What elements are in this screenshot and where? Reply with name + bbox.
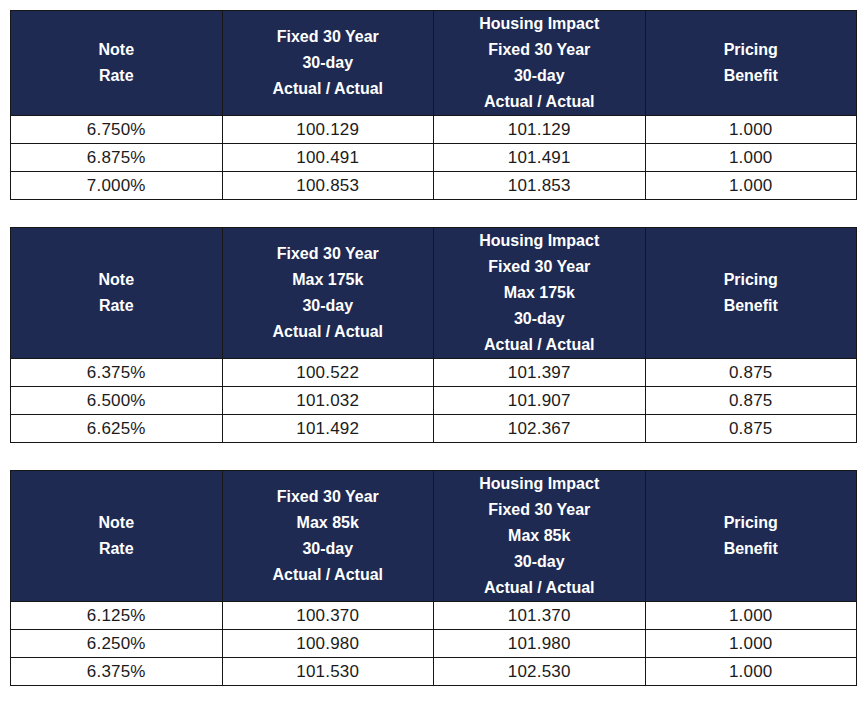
price-cell: 100.853: [222, 172, 434, 200]
column-header-pricing-benefit: Pricing Benefit: [645, 471, 857, 602]
column-header-fixed-30-max-175k: Fixed 30 Year Max 175k 30-day Actual / A…: [222, 228, 434, 359]
price-cell: 101.530: [222, 658, 434, 686]
housing-impact-price-cell: 101.129: [434, 116, 646, 144]
rate-table-fixed-30-max-85k: Note Rate Fixed 30 Year Max 85k 30-day A…: [10, 470, 857, 686]
column-header-pricing-benefit: Pricing Benefit: [645, 228, 857, 359]
column-header-note-rate: Note Rate: [11, 471, 223, 602]
price-cell: 101.032: [222, 387, 434, 415]
table-header: Note Rate Fixed 30 Year 30-day Actual / …: [11, 11, 857, 116]
note-rate-cell: 6.375%: [11, 658, 223, 686]
note-rate-cell: 6.875%: [11, 144, 223, 172]
table-row: 6.875% 100.491 101.491 1.000: [11, 144, 857, 172]
pricing-benefit-cell: 1.000: [645, 658, 857, 686]
pricing-benefit-cell: 1.000: [645, 630, 857, 658]
note-rate-cell: 6.500%: [11, 387, 223, 415]
pricing-benefit-cell: 0.875: [645, 359, 857, 387]
housing-impact-price-cell: 101.491: [434, 144, 646, 172]
table-row: 6.750% 100.129 101.129 1.000: [11, 116, 857, 144]
column-header-pricing-benefit: Pricing Benefit: [645, 11, 857, 116]
table-row: 6.250% 100.980 101.980 1.000: [11, 630, 857, 658]
housing-impact-price-cell: 102.530: [434, 658, 646, 686]
rate-table-fixed-30: Note Rate Fixed 30 Year 30-day Actual / …: [10, 10, 857, 200]
column-header-housing-impact: Housing Impact Fixed 30 Year Max 85k 30-…: [434, 471, 646, 602]
price-cell: 100.370: [222, 602, 434, 630]
note-rate-cell: 6.125%: [11, 602, 223, 630]
table-row: 6.375% 101.530 102.530 1.000: [11, 658, 857, 686]
price-cell: 101.492: [222, 415, 434, 443]
price-cell: 100.491: [222, 144, 434, 172]
column-header-note-rate: Note Rate: [11, 11, 223, 116]
pricing-benefit-cell: 0.875: [645, 415, 857, 443]
note-rate-cell: 6.250%: [11, 630, 223, 658]
housing-impact-price-cell: 101.853: [434, 172, 646, 200]
housing-impact-price-cell: 101.907: [434, 387, 646, 415]
housing-impact-price-cell: 102.367: [434, 415, 646, 443]
note-rate-cell: 6.375%: [11, 359, 223, 387]
column-header-housing-impact: Housing Impact Fixed 30 Year 30-day Actu…: [434, 11, 646, 116]
table-header: Note Rate Fixed 30 Year Max 85k 30-day A…: [11, 471, 857, 602]
price-cell: 100.129: [222, 116, 434, 144]
table-row: 7.000% 100.853 101.853 1.000: [11, 172, 857, 200]
pricing-benefit-cell: 1.000: [645, 602, 857, 630]
column-header-fixed-30: Fixed 30 Year 30-day Actual / Actual: [222, 11, 434, 116]
table-header: Note Rate Fixed 30 Year Max 175k 30-day …: [11, 228, 857, 359]
column-header-fixed-30-max-85k: Fixed 30 Year Max 85k 30-day Actual / Ac…: [222, 471, 434, 602]
column-header-note-rate: Note Rate: [11, 228, 223, 359]
housing-impact-price-cell: 101.397: [434, 359, 646, 387]
housing-impact-price-cell: 101.370: [434, 602, 646, 630]
housing-impact-price-cell: 101.980: [434, 630, 646, 658]
pricing-benefit-cell: 1.000: [645, 172, 857, 200]
price-cell: 100.522: [222, 359, 434, 387]
note-rate-cell: 6.750%: [11, 116, 223, 144]
table-row: 6.500% 101.032 101.907 0.875: [11, 387, 857, 415]
rate-table-fixed-30-max-175k: Note Rate Fixed 30 Year Max 175k 30-day …: [10, 227, 857, 443]
pricing-sheet: Note Rate Fixed 30 Year 30-day Actual / …: [0, 0, 867, 705]
price-cell: 100.980: [222, 630, 434, 658]
table-row: 6.625% 101.492 102.367 0.875: [11, 415, 857, 443]
note-rate-cell: 6.625%: [11, 415, 223, 443]
pricing-benefit-cell: 1.000: [645, 116, 857, 144]
column-header-housing-impact: Housing Impact Fixed 30 Year Max 175k 30…: [434, 228, 646, 359]
table-row: 6.125% 100.370 101.370 1.000: [11, 602, 857, 630]
note-rate-cell: 7.000%: [11, 172, 223, 200]
pricing-benefit-cell: 0.875: [645, 387, 857, 415]
table-row: 6.375% 100.522 101.397 0.875: [11, 359, 857, 387]
pricing-benefit-cell: 1.000: [645, 144, 857, 172]
